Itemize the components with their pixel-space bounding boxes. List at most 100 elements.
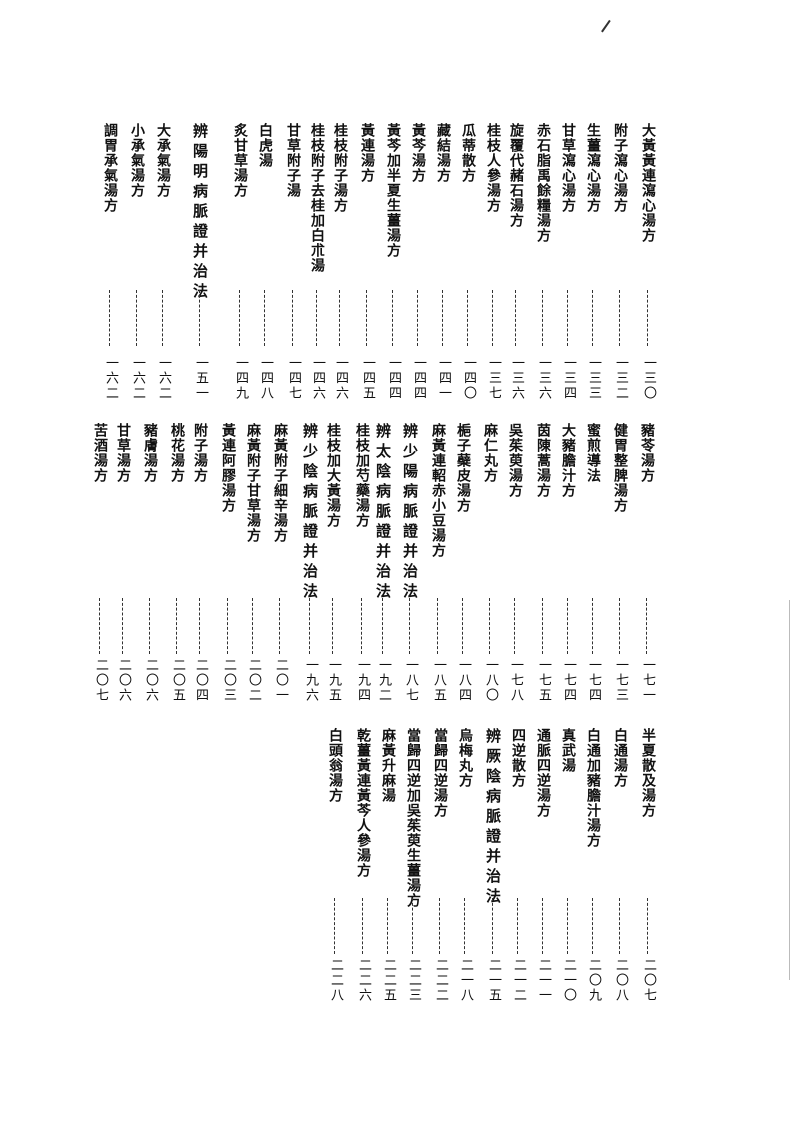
page-number: 一四四 — [411, 356, 426, 401]
page-number: 二〇五 — [170, 658, 185, 703]
dotted-leader — [567, 598, 568, 654]
dotted-leader — [109, 290, 110, 346]
dotted-leader — [361, 598, 362, 654]
entry-title: 炙甘草湯方 — [232, 123, 248, 198]
dotted-leader — [239, 290, 240, 346]
dotted-leader — [619, 898, 620, 954]
page-number: 二二五 — [381, 958, 396, 1003]
dotted-leader — [149, 598, 150, 654]
page-number: 二〇一 — [273, 658, 288, 703]
pen-mark — [601, 19, 619, 39]
dotted-leader — [136, 290, 137, 346]
page-number: 一三六 — [536, 356, 551, 401]
page-number: 一三三 — [586, 356, 601, 401]
dotted-leader — [417, 290, 418, 346]
page-number: 一四五 — [360, 356, 375, 401]
page-number: 一三六 — [509, 356, 524, 401]
page-number: 二一五 — [486, 958, 501, 1003]
entry-title: 瓜蒂散方 — [460, 123, 476, 183]
entry-title: 赤石脂禹餘糧湯方 — [535, 123, 551, 243]
entry-title: 茵陳蒿湯方 — [535, 423, 551, 498]
entry-title: 麻黃連軺赤小豆湯方 — [430, 423, 446, 558]
page-number: 一七四 — [586, 658, 601, 703]
page-number: 一三二 — [613, 356, 628, 401]
entry-title: 旋覆代赭石湯方 — [508, 123, 524, 228]
dotted-leader — [592, 598, 593, 654]
page-number: 二〇七 — [641, 958, 656, 1003]
dotted-leader — [592, 898, 593, 954]
dotted-leader — [387, 898, 388, 954]
chapter-heading: 辨少陽病脈證并治法 — [401, 423, 419, 603]
entry-title: 白通加豬膽汁湯方 — [585, 728, 601, 848]
dotted-leader — [334, 898, 335, 954]
page-number: 二〇三 — [221, 658, 236, 703]
entry-title: 黃連湯方 — [359, 123, 375, 183]
entry-title: 黃連阿膠湯方 — [220, 423, 236, 513]
dotted-leader — [492, 898, 493, 954]
page-number: 一九五 — [326, 658, 341, 703]
page-number: 二二八 — [328, 958, 343, 1003]
entry-title: 桂枝附子去桂加白朮湯 — [309, 123, 325, 273]
page-number: 二〇九 — [586, 958, 601, 1003]
page-number: 一九六 — [303, 658, 318, 703]
dotted-leader — [99, 598, 100, 654]
dotted-leader — [122, 598, 123, 654]
page-number: 一四七 — [286, 356, 301, 401]
entry-title: 桂枝附子湯方 — [332, 123, 348, 213]
entry-title: 藏結湯方 — [435, 123, 451, 183]
dotted-leader — [592, 290, 593, 346]
entry-title: 健胃整脾湯方 — [612, 423, 628, 513]
dotted-leader — [362, 898, 363, 954]
page-number: 二〇四 — [193, 658, 208, 703]
dotted-leader — [462, 598, 463, 654]
dotted-leader — [252, 598, 253, 654]
page-number: 一八七 — [403, 658, 418, 703]
entry-title: 白虎湯 — [257, 123, 273, 168]
dotted-leader — [619, 598, 620, 654]
entry-title: 調胃承氣湯方 — [102, 123, 118, 213]
dotted-leader — [646, 598, 647, 654]
dotted-leader — [542, 290, 543, 346]
page-number: 一五一 — [193, 356, 208, 401]
page-number: 一九四 — [355, 658, 370, 703]
page-number: 一四九 — [233, 356, 248, 401]
dotted-leader — [439, 898, 440, 954]
entry-title: 苦酒湯方 — [92, 423, 108, 483]
page-number: 一八四 — [456, 658, 471, 703]
dotted-leader — [514, 598, 515, 654]
entry-title: 麻黃附子細辛湯方 — [272, 423, 288, 543]
page-number: 一八〇 — [483, 658, 498, 703]
entry-title: 麻黃升麻湯 — [380, 728, 396, 803]
page-number: 一六二 — [156, 356, 171, 401]
page-number: 一七四 — [561, 658, 576, 703]
dotted-leader — [515, 290, 516, 346]
entry-title: 桃花湯方 — [169, 423, 185, 483]
chapter-heading: 辨陽明病脈證并治法 — [191, 123, 209, 303]
dotted-leader — [542, 898, 543, 954]
page-number: 一六二 — [103, 356, 118, 401]
entry-title: 附子瀉心湯方 — [612, 123, 628, 213]
dotted-leader — [542, 598, 543, 654]
page-number: 一四八 — [258, 356, 273, 401]
page-number: 二一〇 — [561, 958, 576, 1003]
entry-title: 豬膚湯方 — [142, 423, 158, 483]
page-number: 二一一 — [536, 958, 551, 1003]
dotted-leader — [227, 598, 228, 654]
dotted-leader — [316, 290, 317, 346]
entry-title: 豬苓湯方 — [639, 423, 655, 483]
entry-title: 麻仁丸方 — [482, 423, 498, 483]
dotted-leader — [647, 898, 648, 954]
entry-title: 甘草附子湯 — [285, 123, 301, 198]
entry-title: 烏梅丸方 — [457, 728, 473, 788]
dotted-leader — [279, 598, 280, 654]
dotted-leader — [464, 898, 465, 954]
entry-title: 黃芩湯方 — [410, 123, 426, 183]
entry-title: 通脈四逆湯方 — [535, 728, 551, 818]
page-number: 一三〇 — [641, 356, 656, 401]
dotted-leader — [437, 598, 438, 654]
dotted-leader — [162, 290, 163, 346]
page-number: 一四六 — [333, 356, 348, 401]
entry-title: 真武湯 — [560, 728, 576, 773]
page-number: 二〇六 — [116, 658, 131, 703]
entry-title: 梔子蘗皮湯方 — [455, 423, 471, 513]
